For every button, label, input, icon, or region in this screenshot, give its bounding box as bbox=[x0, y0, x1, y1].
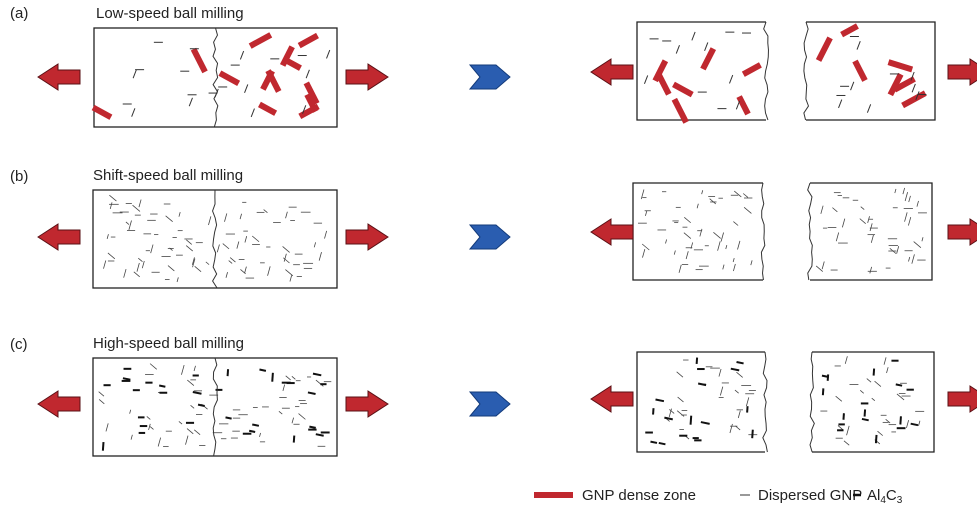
al4c3 bbox=[737, 362, 744, 363]
legend-swatch bbox=[534, 492, 573, 498]
legend-text: Al bbox=[867, 487, 880, 504]
al4c3 bbox=[876, 435, 877, 443]
sample-piece bbox=[812, 352, 934, 452]
al4c3 bbox=[198, 405, 205, 406]
red-arrow bbox=[948, 219, 977, 245]
legend-text: C bbox=[886, 487, 897, 504]
blue-arrow bbox=[470, 65, 510, 89]
red-arrow bbox=[591, 59, 633, 85]
sample-piece bbox=[810, 183, 932, 280]
panel-title: High-speed ball milling bbox=[93, 335, 244, 352]
al4c3 bbox=[862, 419, 869, 420]
red-arrow bbox=[38, 391, 80, 417]
panel-label: (a) bbox=[10, 5, 28, 22]
red-arrow bbox=[38, 224, 80, 250]
red-arrow bbox=[591, 386, 633, 412]
sample-piece bbox=[633, 183, 763, 280]
red-arrow bbox=[948, 59, 977, 85]
al4c3 bbox=[259, 370, 265, 371]
al4c3 bbox=[896, 384, 902, 385]
blue-arrow bbox=[470, 225, 510, 249]
red-arrow bbox=[591, 219, 633, 245]
panel-label: (c) bbox=[10, 336, 28, 353]
legend-subscript: 3 bbox=[897, 495, 903, 506]
al4c3 bbox=[650, 442, 657, 443]
al4c3 bbox=[249, 431, 255, 432]
al4c3 bbox=[226, 417, 232, 418]
al4c3 bbox=[865, 409, 866, 416]
red-arrow bbox=[346, 64, 388, 90]
legend-label: Al4C3 bbox=[867, 487, 903, 506]
al4c3 bbox=[822, 376, 829, 377]
al4c3 bbox=[159, 386, 165, 387]
red-arrow bbox=[346, 224, 388, 250]
al4c3 bbox=[900, 416, 901, 424]
al4c3 bbox=[659, 443, 666, 444]
legend-label: GNP dense zone bbox=[582, 487, 696, 504]
sample-piece bbox=[637, 352, 765, 452]
red-arrow bbox=[38, 64, 80, 90]
sample-block bbox=[93, 358, 337, 456]
panel-title: Low-speed ball milling bbox=[96, 5, 244, 22]
al4c3 bbox=[752, 430, 753, 438]
diagram: (a) Low-speed ball milling (b) Shift-spe… bbox=[0, 0, 977, 509]
panel-label: (b) bbox=[10, 168, 28, 185]
al4c3 bbox=[691, 416, 692, 425]
al4c3 bbox=[103, 442, 104, 451]
red-arrow bbox=[948, 386, 977, 412]
blue-arrow bbox=[470, 392, 510, 416]
legend-label: Dispersed GNP bbox=[758, 487, 862, 504]
panel-title: Shift-speed ball milling bbox=[93, 167, 243, 184]
al4c3 bbox=[309, 427, 315, 428]
al4c3 bbox=[272, 373, 273, 382]
red-arrow bbox=[346, 391, 388, 417]
al4c3 bbox=[252, 424, 259, 425]
